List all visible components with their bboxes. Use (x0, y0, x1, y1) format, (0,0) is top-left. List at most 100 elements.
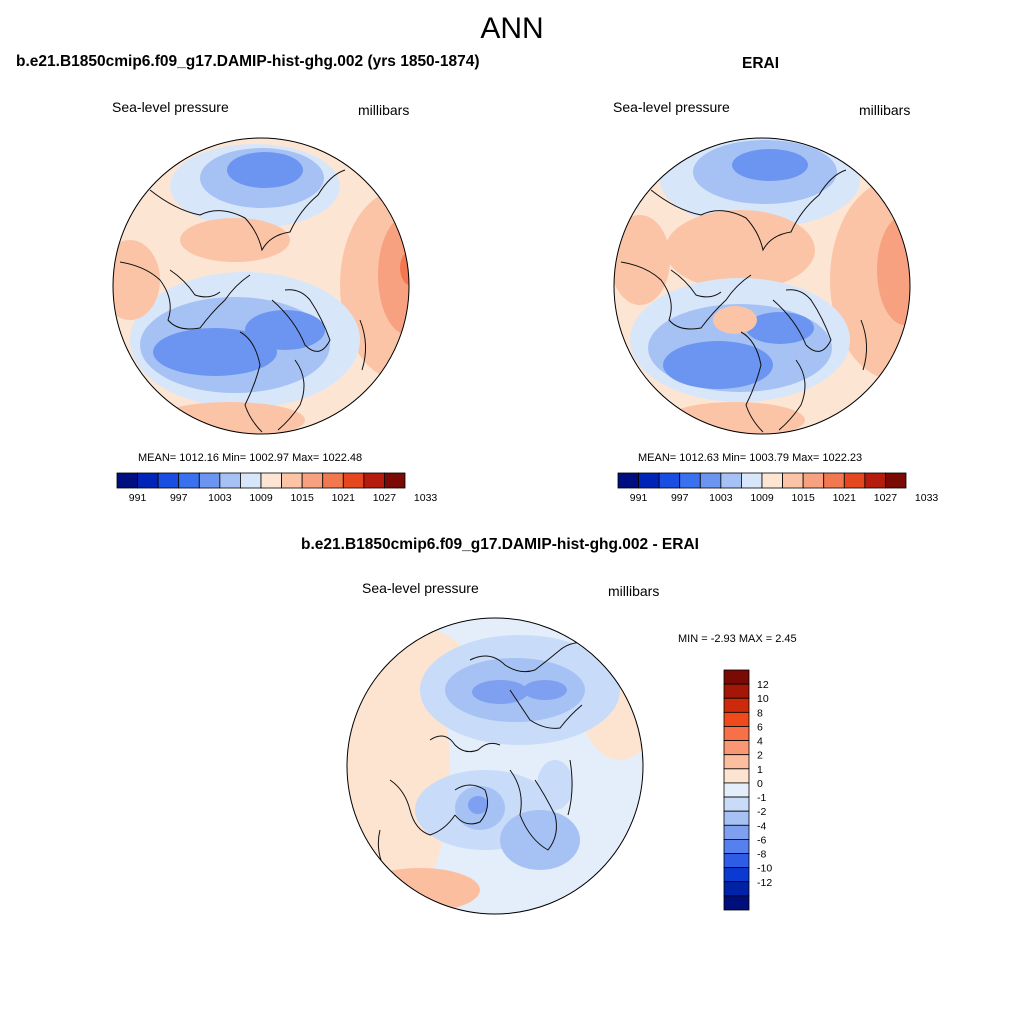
panel-2-colorbar-box (679, 472, 701, 489)
panel-1-colorbar-box (322, 472, 344, 489)
panel-2-colorbar-tick-label: 1009 (750, 492, 774, 504)
panel-3-colorbar-box (723, 726, 750, 741)
panel-2-title: ERAI (742, 55, 780, 72)
panel-2-colorbar-box (658, 472, 681, 489)
panel-1-colorbar-tick-label: 997 (170, 492, 188, 504)
panel-3-colorbar-box (723, 782, 750, 798)
panel-3-stats: MIN = -2.93 MAX = 2.45 (678, 633, 797, 645)
panel-3-map (347, 618, 643, 914)
panel-3-colorbar-box (723, 740, 750, 756)
panel-3-variable: Sea-level pressure (362, 580, 479, 596)
panel-2-units: millibars (859, 102, 911, 118)
panel-1-colorbar-tick-label: 1027 (373, 492, 397, 504)
panel-1-colorbar-tick-label: 1015 (290, 492, 314, 504)
panel-1-title: b.e21.B1850cmip6.f09_g17.DAMIP-hist-ghg.… (16, 53, 480, 70)
panel-3-colorbar-tick-label: -2 (757, 806, 766, 818)
panel-3-colorbar-tick-label: -1 (757, 792, 766, 804)
panel-1-colorbar-box (363, 472, 385, 489)
panel-3-colorbar-box (723, 711, 750, 727)
panel-2-colorbar-tick-label: 997 (671, 492, 689, 504)
panel-2-stats: MEAN= 1012.63 Min= 1003.79 Max= 1022.23 (638, 452, 863, 464)
panel-3-colorbar-box (723, 697, 750, 713)
panel-1-colorbar-box (219, 472, 241, 489)
panel-3-map-border (346, 617, 644, 915)
panel-2-colorbar: 991 997 1003 1009 1015 1021 1027 1033 (617, 472, 939, 504)
panel-3-colorbar-tick-label: -6 (757, 834, 766, 846)
panel-2-colorbar-box (699, 472, 722, 489)
panel-1-colorbar-tick-label: 991 (129, 492, 147, 504)
panel-3-colorbar-box (723, 683, 750, 699)
panel-3-colorbar-tick-label: -4 (757, 820, 766, 832)
panel-2-colorbar-box (741, 472, 763, 489)
panel-3-colorbar-tick-label: 2 (757, 750, 763, 762)
panel-3-colorbar-box (723, 810, 750, 826)
panel-2-colorbar-box (761, 472, 783, 489)
panel-1-colorbar-tick-label: 1033 (414, 492, 438, 504)
panel-3-colorbar-box (723, 867, 750, 883)
panel-2-colorbar-tick-label: 991 (630, 492, 648, 504)
panel-2-colorbar-tick-label: 1015 (791, 492, 815, 504)
panel-1-colorbar: 991 997 1003 1009 1015 1021 1027 1033 (116, 472, 438, 504)
panel-1-colorbar-box (260, 472, 282, 489)
panel-1-map (113, 138, 409, 434)
panel-3-title: b.e21.B1850cmip6.f09_g17.DAMIP-hist-ghg.… (301, 536, 699, 553)
panel-3-units: millibars (608, 583, 660, 599)
panel-3-colorbar-tick-label: 10 (757, 693, 769, 705)
panel-1-colorbar-box (281, 472, 303, 489)
panel-2-colorbar-box (864, 472, 886, 489)
panel-3-colorbar-tick-label: 4 (757, 736, 763, 748)
panel-1-colorbar-tick-label: 1021 (332, 492, 356, 504)
panel-3-colorbar-tick-label: 1 (757, 764, 763, 776)
figure-title: ANN (480, 12, 544, 45)
panel-2-colorbar-box (823, 472, 845, 489)
panel-1-colorbar-box (342, 472, 365, 489)
panel-1-variable: Sea-level pressure (112, 99, 229, 115)
panel-2-colorbar-box (782, 472, 804, 489)
panel-1-units: millibars (358, 102, 410, 118)
panel-3-colorbar-tick-label: -8 (757, 849, 766, 861)
panel-2-colorbar-box (885, 472, 907, 489)
panel-1-colorbar-tick-label: 1003 (208, 492, 232, 504)
panel-1-coastlines (119, 169, 366, 433)
panel-1-colorbar-box (198, 472, 221, 489)
panel-3-colorbar-box (723, 853, 750, 869)
panel-1-colorbar-box (384, 472, 406, 489)
panel-1-stats: MEAN= 1012.16 Min= 1002.97 Max= 1022.48 (138, 452, 363, 464)
panel-3-colorbar-box (723, 881, 750, 897)
panel-3-colorbar-tick-label: -12 (757, 877, 772, 889)
panel-1-map-border (112, 137, 410, 435)
panel-1-colorbar-box (240, 472, 262, 489)
panel-3-colorbar-tick-label: 8 (757, 707, 763, 719)
panel-2-map (614, 138, 910, 434)
panel-2-colorbar-box (720, 472, 742, 489)
panel-2-colorbar-tick-label: 1027 (874, 492, 898, 504)
panel-1-colorbar-box (301, 472, 324, 489)
panel-3-colorbar-box (723, 669, 750, 685)
panel-2-colorbar-tick-label: 1021 (833, 492, 857, 504)
panel-2-colorbar-box (843, 472, 866, 489)
panel-1-colorbar-box (157, 472, 180, 489)
panel-3-colorbar-tick-label: -10 (757, 863, 772, 875)
panel-3-colorbar-box (723, 839, 750, 854)
panel-2-coastlines (620, 169, 867, 433)
panel-2-colorbar-box (802, 472, 825, 489)
panel-2-colorbar-tick-label: 1033 (915, 492, 939, 504)
panel-1-colorbar-box (116, 472, 138, 489)
panel-3-colorbar-box (723, 768, 750, 784)
panel-3-colorbar-tick-label: 6 (757, 721, 763, 733)
panel-2-variable: Sea-level pressure (613, 99, 730, 115)
panel-2-colorbar-box (638, 472, 660, 489)
panel-2-colorbar-box (617, 472, 639, 489)
panel-1-colorbar-box (178, 472, 200, 489)
panel-2-colorbar-tick-label: 1003 (709, 492, 733, 504)
panel-3-colorbar-tick-label: 12 (757, 679, 769, 691)
panel-3-colorbar-box (723, 754, 750, 770)
panel-1-colorbar-tick-label: 1009 (249, 492, 273, 504)
panel-3-colorbar-box (723, 824, 750, 840)
panel-3-colorbar-box (723, 895, 750, 911)
panel-3-colorbar-box (723, 796, 750, 812)
panel-1-colorbar-box (137, 472, 159, 489)
panel-3-colorbar-tick-label: 0 (757, 778, 763, 790)
